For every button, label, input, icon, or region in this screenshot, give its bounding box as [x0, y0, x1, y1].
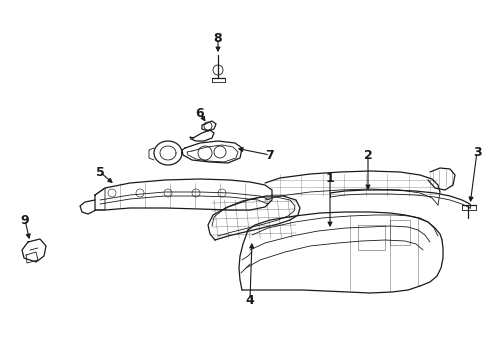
Text: 8: 8	[214, 32, 222, 45]
Text: 3: 3	[473, 145, 481, 158]
Text: 4: 4	[245, 293, 254, 306]
Text: 6: 6	[196, 107, 204, 120]
Text: 5: 5	[96, 166, 104, 179]
Text: 9: 9	[21, 213, 29, 226]
Text: 2: 2	[364, 149, 372, 162]
Text: 1: 1	[326, 171, 334, 185]
Text: 7: 7	[266, 149, 274, 162]
